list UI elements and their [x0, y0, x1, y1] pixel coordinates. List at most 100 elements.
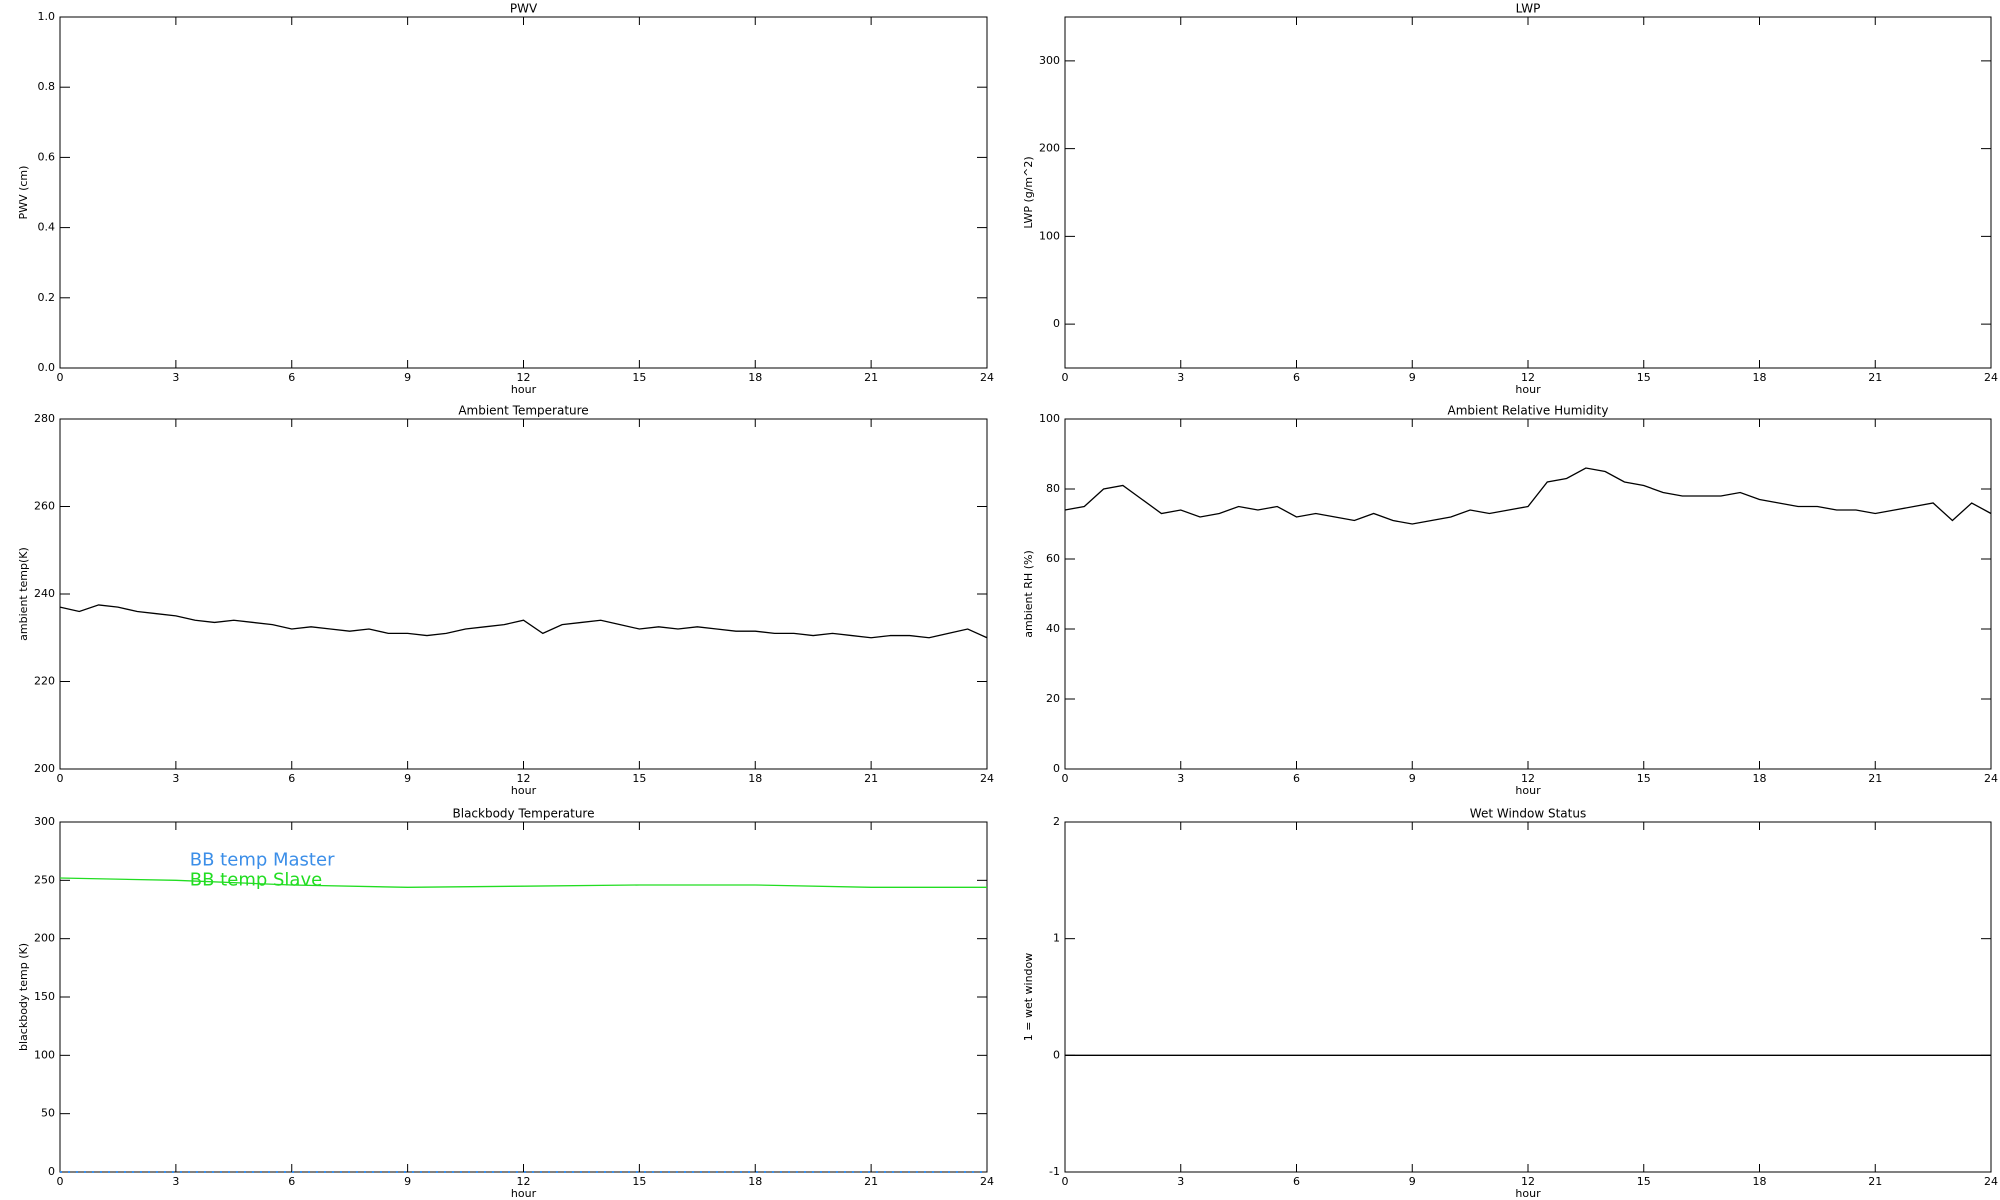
x-tick-label: 3	[1177, 1175, 1184, 1188]
chart-title: Ambient Relative Humidity	[1448, 404, 1609, 418]
x-tick-label: 24	[980, 772, 994, 785]
y-tick-label: 200	[34, 932, 55, 945]
chart-title: Blackbody Temperature	[453, 807, 595, 821]
x-tick-label: 3	[1177, 371, 1184, 384]
y-axis-label: 1 = wet window	[1022, 953, 1035, 1042]
y-tick-label: 1.0	[38, 10, 56, 23]
y-tick-label: 0	[48, 1165, 55, 1178]
x-axis-label: hour	[511, 784, 537, 797]
x-tick-label: 9	[1409, 772, 1416, 785]
y-tick-label: 20	[1046, 692, 1060, 705]
x-tick-label: 12	[1521, 371, 1535, 384]
x-tick-label: 18	[1753, 371, 1767, 384]
x-tick-label: 6	[1293, 1175, 1300, 1188]
y-tick-label: 0.2	[38, 291, 56, 304]
x-tick-label: 3	[172, 1175, 179, 1188]
x-tick-label: 0	[57, 1175, 64, 1188]
x-tick-label: 15	[1637, 1175, 1651, 1188]
y-tick-label: 40	[1046, 622, 1060, 635]
x-tick-label: 12	[1521, 772, 1535, 785]
y-tick-label: 250	[34, 873, 55, 886]
legend-entry: BB temp Slave	[190, 870, 322, 891]
data-line	[59, 877, 987, 888]
x-tick-label: 9	[1409, 371, 1416, 384]
x-tick-label: 9	[1409, 1175, 1416, 1188]
plot-frame	[1064, 821, 1992, 1173]
y-tick-label: 260	[34, 500, 55, 513]
chart-title: Wet Window Status	[1470, 807, 1586, 821]
x-tick-label: 24	[1984, 1175, 1998, 1188]
x-tick-label: 0	[1062, 1175, 1069, 1188]
y-axis-label: PWV (cm)	[17, 166, 30, 220]
x-tick-label: 12	[517, 1175, 531, 1188]
x-tick-label: 6	[288, 1175, 295, 1188]
plot-frame	[59, 16, 988, 369]
x-tick-label: 6	[1293, 371, 1300, 384]
x-tick-label: 24	[1984, 772, 1998, 785]
plot-frame	[1064, 418, 1992, 770]
data-line	[1064, 467, 1992, 525]
x-tick-label: 12	[517, 772, 531, 785]
y-axis-label: LWP (g/m^2)	[1022, 156, 1035, 228]
x-axis-label: hour	[511, 383, 537, 396]
x-tick-label: 18	[1753, 1175, 1767, 1188]
x-tick-label: 21	[1868, 772, 1882, 785]
x-tick-label: 15	[632, 772, 646, 785]
x-tick-label: 21	[864, 772, 878, 785]
x-tick-label: 9	[404, 772, 411, 785]
x-tick-label: 24	[980, 1175, 994, 1188]
y-axis-label: ambient RH (%)	[1022, 550, 1035, 638]
x-tick-label: 21	[864, 371, 878, 384]
y-tick-label: 0	[1053, 317, 1060, 330]
x-axis-label: hour	[1515, 1187, 1541, 1200]
x-tick-label: 12	[517, 371, 531, 384]
x-tick-label: 9	[404, 371, 411, 384]
y-tick-label: 220	[34, 675, 55, 688]
x-tick-label: 0	[1062, 371, 1069, 384]
y-tick-label: 50	[41, 1107, 55, 1120]
x-tick-label: 3	[172, 371, 179, 384]
x-tick-label: 3	[1177, 772, 1184, 785]
y-tick-label: 2	[1053, 815, 1060, 828]
y-tick-label: 0.0	[38, 361, 56, 374]
y-tick-label: 300	[1039, 54, 1060, 67]
legend-entry: BB temp Master	[190, 850, 335, 871]
x-tick-label: 15	[632, 1175, 646, 1188]
y-tick-label: 60	[1046, 552, 1060, 565]
x-tick-label: 21	[1868, 1175, 1882, 1188]
y-tick-label: 150	[34, 990, 55, 1003]
data-line	[59, 604, 988, 639]
x-axis-label: hour	[511, 1187, 537, 1200]
x-tick-label: 24	[1984, 371, 1998, 384]
y-tick-label: 200	[1039, 142, 1060, 155]
chart-title: LWP	[1516, 2, 1541, 16]
x-axis-label: hour	[1515, 784, 1541, 797]
y-tick-label: 200	[34, 762, 55, 775]
y-tick-label: 100	[1039, 229, 1060, 242]
x-tick-label: 18	[748, 772, 762, 785]
y-tick-label: 80	[1046, 482, 1060, 495]
x-tick-label: 15	[1637, 371, 1651, 384]
x-tick-label: 15	[1637, 772, 1651, 785]
chart-title: PWV	[510, 2, 538, 16]
y-tick-label: 300	[34, 815, 55, 828]
y-tick-label: 0.6	[38, 150, 56, 163]
x-tick-label: 6	[1293, 772, 1300, 785]
x-tick-label: 18	[748, 1175, 762, 1188]
y-tick-label: 0.4	[38, 221, 56, 234]
x-tick-label: 21	[1868, 371, 1882, 384]
x-tick-label: 24	[980, 371, 994, 384]
x-tick-label: 21	[864, 1175, 878, 1188]
x-tick-label: 15	[632, 371, 646, 384]
y-tick-label: 0.8	[38, 80, 56, 93]
x-tick-label: 0	[57, 371, 64, 384]
y-tick-label: 100	[34, 1048, 55, 1061]
y-axis-label: blackbody temp (K)	[17, 943, 30, 1051]
x-tick-label: 9	[404, 1175, 411, 1188]
x-axis-label: hour	[1515, 383, 1541, 396]
y-tick-label: 240	[34, 587, 55, 600]
x-tick-label: 3	[172, 772, 179, 785]
y-tick-label: 0	[1053, 1048, 1060, 1061]
x-tick-label: 18	[1753, 772, 1767, 785]
